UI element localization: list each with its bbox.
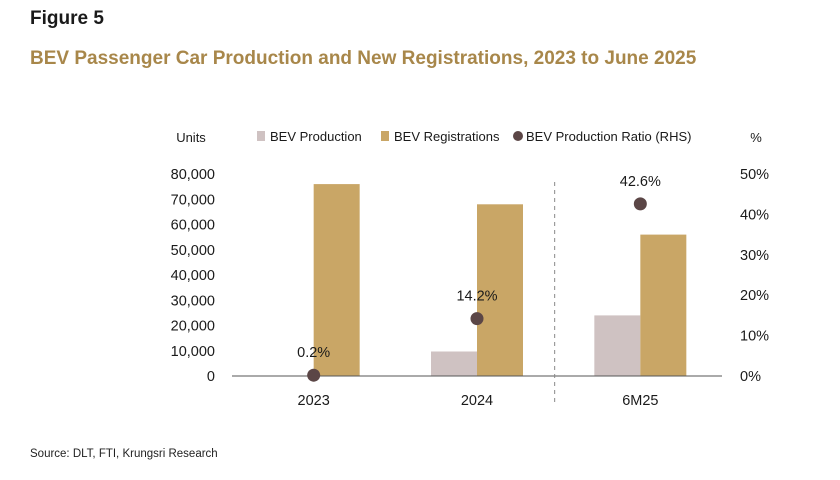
combo-chart: 0 10,000 20,000 30,000 40,000 50,000 60,000 70,… — [171, 129, 769, 409]
left-axis-tick-label: 30,000 — [171, 293, 215, 309]
right-axis-tick-label: 50% — [740, 167, 769, 183]
figure-label: Figure 5 — [30, 8, 104, 29]
ratio-point — [470, 312, 484, 326]
ratio-point — [633, 197, 647, 211]
bar-production — [594, 315, 641, 376]
x-axis-tick-label: 6M25 — [622, 393, 658, 409]
left-axis-title: Units — [176, 130, 206, 145]
legend-label: BEV Registrations — [394, 129, 500, 144]
left-axis-tick-label: 60,000 — [171, 218, 215, 234]
left-axis-tick-label: 50,000 — [171, 243, 215, 259]
right-axis-tick-label: 0% — [740, 369, 761, 385]
legend-label: BEV Production — [270, 129, 362, 144]
right-axis-tick-label: 20% — [740, 288, 769, 304]
chart-title: BEV Passenger Car Production and New Reg… — [30, 48, 697, 69]
right-axis-title: % — [750, 130, 762, 145]
right-axis-tick-label: 10% — [740, 329, 769, 345]
bar-registrations — [640, 234, 687, 376]
left-axis-tick-label: 10,000 — [171, 344, 215, 360]
legend-item: BEV Production — [257, 129, 362, 144]
legend-marker — [513, 131, 523, 141]
legend-swatch — [381, 131, 389, 141]
x-axis-tick-label: 2023 — [298, 393, 330, 409]
ratio-data-label: 14.2% — [456, 289, 497, 305]
bar-series — [313, 184, 687, 376]
legend-item: BEV Registrations — [381, 129, 500, 144]
legend: BEV Production BEV Registrations BEV Produ… — [257, 129, 691, 144]
left-axis-tick-label: 40,000 — [171, 268, 215, 284]
left-axis-tick-label: 0 — [207, 369, 215, 385]
ratio-data-label: 42.6% — [620, 174, 661, 190]
left-axis: 0 10,000 20,000 30,000 40,000 50,000 60,000 70,… — [171, 130, 215, 385]
right-axis: 0% 10% 20% 30% 40% 50%% — [740, 130, 769, 385]
left-axis-tick-label: 70,000 — [171, 192, 215, 208]
bar-registrations — [477, 204, 523, 376]
ratio-series: 0.2% 14.2% 42.6% — [297, 174, 661, 382]
right-axis-tick-label: 30% — [740, 248, 769, 264]
left-axis-tick-label: 80,000 — [171, 167, 215, 183]
ratio-point — [307, 368, 321, 382]
source-note: Source: DLT, FTI, Krungsri Research — [30, 448, 218, 460]
right-axis-tick-label: 40% — [740, 207, 769, 223]
left-axis-tick-label: 20,000 — [171, 319, 215, 335]
x-axis-tick-label: 2024 — [461, 393, 493, 409]
legend-swatch — [257, 131, 265, 141]
x-axis: 2023 2024 6M25 — [232, 182, 722, 409]
bar-production — [431, 351, 477, 376]
ratio-data-label: 0.2% — [297, 345, 330, 361]
bar-registrations — [313, 184, 360, 376]
legend-label: BEV Production Ratio (RHS) — [526, 129, 691, 144]
legend-item: BEV Production Ratio (RHS) — [513, 129, 691, 144]
